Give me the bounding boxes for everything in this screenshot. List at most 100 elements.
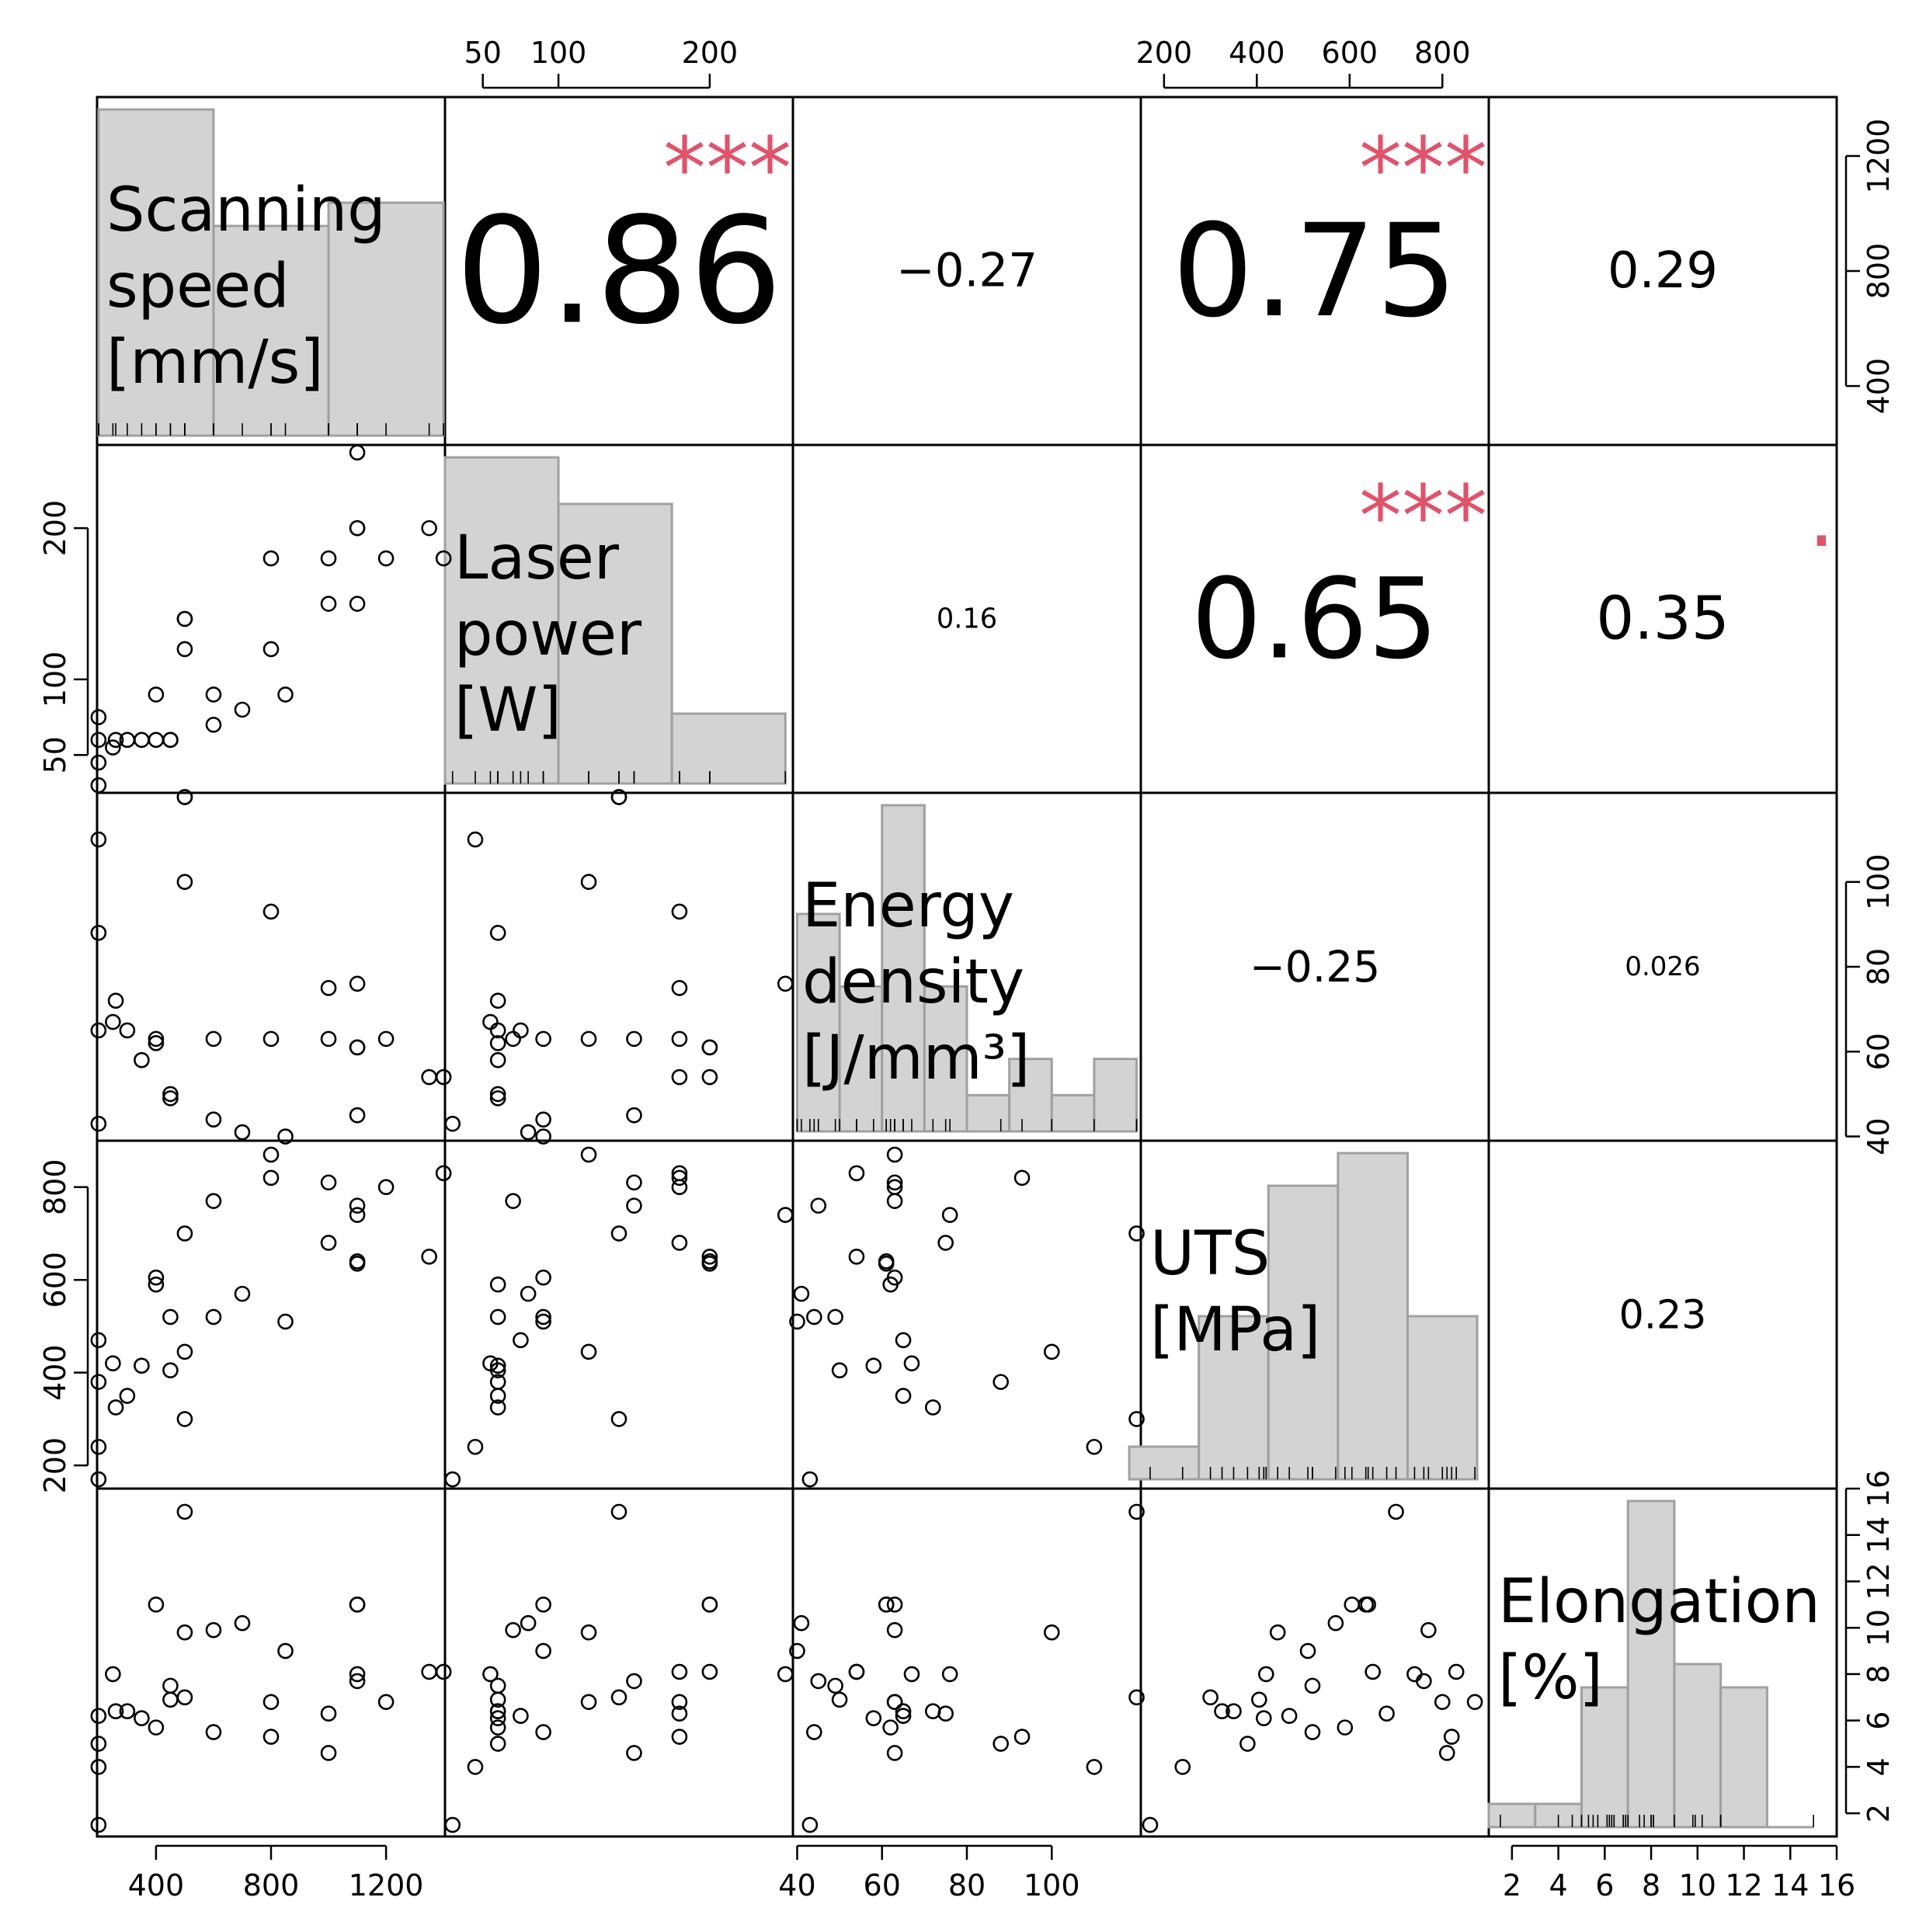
point-elong-vs-power-20 [535, 1642, 551, 1659]
point-power-vs-speed-17 [234, 701, 251, 718]
histogram-bar-speed-0 [97, 108, 215, 437]
point-uts-vs-energy-29 [848, 1165, 865, 1182]
point-uts-vs-power-28 [701, 1249, 718, 1265]
panel-frame-elong-power [443, 1487, 794, 1838]
point-elong-vs-uts-21 [1438, 1745, 1455, 1761]
point-uts-vs-energy-16 [886, 1193, 903, 1209]
point-elong-vs-uts-14 [1388, 1503, 1404, 1520]
point-elong-vs-uts-17 [1327, 1614, 1344, 1631]
point-energy-vs-power-10 [489, 1086, 506, 1103]
point-power-vs-speed-2 [90, 731, 107, 749]
point-energy-vs-power-14 [610, 789, 628, 805]
point-elong-vs-speed-0 [90, 1816, 107, 1833]
point-elong-vs-speed-13 [176, 1624, 193, 1641]
point-uts-vs-power-26 [626, 1197, 642, 1214]
tick-label-bottom-elong-1: 4 [1549, 1868, 1568, 1902]
point-uts-vs-energy-19 [886, 1146, 903, 1163]
point-uts-vs-power-15 [535, 1308, 551, 1326]
point-power-vs-speed-29 [435, 550, 452, 567]
point-elong-vs-uts-7 [1255, 1710, 1272, 1726]
point-power-vs-speed-18 [262, 550, 280, 567]
point-elong-vs-speed-22 [320, 1705, 337, 1722]
point-energy-vs-speed-2 [90, 924, 107, 941]
point-uts-vs-energy-5 [924, 1399, 941, 1416]
point-elong-vs-speed-14 [176, 1503, 193, 1520]
panel-frame-elong-speed [96, 1487, 447, 1838]
point-energy-vs-power-0 [444, 1115, 461, 1132]
tick-label-right-speed-2: 1200 [1862, 119, 1896, 194]
tick-label-top-uts-0: 200 [1136, 36, 1193, 70]
point-uts-vs-energy-17 [793, 1285, 810, 1302]
point-elong-vs-energy-0 [801, 1816, 819, 1833]
point-energy-vs-power-9 [535, 1030, 551, 1048]
point-elong-vs-speed-17 [234, 1614, 251, 1631]
point-energy-vs-power-25 [777, 975, 794, 992]
panel-frame-energy-power [443, 791, 794, 1142]
point-elong-vs-speed-29 [435, 1663, 452, 1680]
point-uts-vs-speed-14 [176, 1225, 193, 1242]
correlation-speed-uts: 0.75 [1172, 196, 1457, 346]
histogram-bar-uts-3 [1337, 1152, 1409, 1481]
histogram-bar-energy-1 [838, 985, 884, 1133]
point-uts-vs-power-5 [489, 1399, 506, 1416]
point-elong-vs-power-6 [489, 1703, 506, 1720]
point-elong-vs-power-18 [671, 1729, 688, 1745]
point-elong-vs-uts-26 [1416, 1673, 1432, 1690]
correlation-speed-elong: 0.29 [1608, 242, 1718, 300]
point-power-vs-speed-15 [205, 686, 222, 703]
tick-label-bottom-energy-1: 60 [864, 1868, 901, 1902]
tick-label-bottom-speed-2: 1200 [349, 1868, 424, 1902]
point-uts-vs-speed-21 [320, 1174, 337, 1191]
point-power-vs-speed-7 [134, 731, 150, 749]
point-elong-vs-energy-12 [1128, 1689, 1145, 1706]
point-elong-vs-power-7 [489, 1710, 506, 1726]
point-energy-vs-speed-16 [205, 1030, 222, 1048]
point-power-vs-speed-28 [421, 519, 437, 537]
tick-label-top-uts-3: 800 [1414, 36, 1471, 70]
point-uts-vs-power-27 [671, 1179, 688, 1196]
correlation-speed-power: 0.86 [455, 186, 782, 357]
point-uts-vs-energy-2 [993, 1374, 1010, 1390]
point-energy-vs-speed-4 [105, 1013, 121, 1030]
point-energy-vs-speed-22 [320, 980, 337, 996]
point-energy-vs-power-5 [489, 992, 506, 1009]
point-elong-vs-energy-22 [937, 1705, 954, 1722]
tick-label-right-elong-5: 12 [1862, 1562, 1896, 1600]
point-elong-vs-power-4 [482, 1666, 499, 1683]
point-elong-vs-energy-11 [827, 1677, 843, 1694]
point-energy-vs-speed-8 [148, 1035, 165, 1051]
point-uts-vs-speed-28 [421, 1249, 437, 1265]
tick-label-right-elong-7: 16 [1862, 1470, 1896, 1507]
correlation-power-elong: 0.35 [1596, 585, 1729, 654]
point-elong-vs-speed-20 [277, 1642, 294, 1659]
panel-frame-energy-speed [96, 791, 447, 1142]
point-uts-vs-power-20 [535, 1313, 551, 1330]
point-elong-vs-uts-8 [1337, 1719, 1354, 1736]
tick-label-top-power-0: 50 [464, 36, 502, 70]
tick-label-bottom-energy-3: 100 [1024, 1868, 1080, 1902]
point-energy-vs-power-11 [489, 1090, 506, 1107]
point-elong-vs-uts-28 [1365, 1663, 1381, 1680]
point-elong-vs-energy-13 [1043, 1624, 1060, 1641]
point-elong-vs-power-21 [626, 1745, 642, 1761]
tick-label-top-power-1: 100 [530, 36, 587, 70]
point-uts-vs-speed-25 [349, 1207, 366, 1223]
point-uts-vs-energy-24 [878, 1255, 895, 1272]
point-elong-vs-power-26 [626, 1673, 642, 1690]
point-uts-vs-power-10 [489, 1362, 506, 1378]
point-uts-vs-energy-6 [895, 1388, 912, 1404]
tick-label-right-elong-3: 8 [1862, 1665, 1896, 1684]
tick-label-bottom-elong-5: 12 [1725, 1868, 1762, 1902]
tick-label-right-elong-1: 4 [1862, 1757, 1896, 1776]
tick-label-bottom-speed-1: 800 [243, 1868, 300, 1902]
point-elong-vs-uts-29 [1448, 1663, 1465, 1680]
histogram-bar-elong-3 [1626, 1499, 1676, 1829]
point-energy-vs-speed-1 [90, 831, 107, 848]
tick-label-top-uts-2: 600 [1322, 36, 1378, 70]
tick-label-bottom-elong-2: 6 [1595, 1868, 1614, 1902]
histogram-bar-elong-5 [1719, 1686, 1768, 1829]
histogram-bar-elong-0 [1487, 1802, 1537, 1829]
point-elong-vs-uts-25 [1406, 1666, 1423, 1683]
histogram-bar-power-2 [670, 712, 787, 785]
point-elong-vs-energy-10 [831, 1691, 848, 1708]
